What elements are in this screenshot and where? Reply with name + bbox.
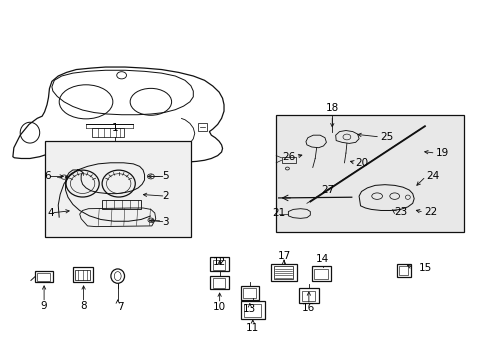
Text: 10: 10 <box>213 302 226 312</box>
Text: 15: 15 <box>418 263 431 273</box>
Circle shape <box>65 176 68 178</box>
Text: 2: 2 <box>162 191 168 201</box>
Bar <box>240 301 264 319</box>
Text: 8: 8 <box>80 301 87 311</box>
Text: 1: 1 <box>112 123 119 134</box>
Text: 17: 17 <box>277 251 290 261</box>
Text: 12: 12 <box>213 257 226 267</box>
Text: 21: 21 <box>271 208 285 218</box>
Text: 16: 16 <box>302 303 315 313</box>
Bar <box>73 267 93 282</box>
Bar <box>299 288 318 303</box>
Bar <box>198 123 206 131</box>
Text: 7: 7 <box>117 302 123 312</box>
Text: 13: 13 <box>243 304 256 314</box>
Text: 11: 11 <box>245 323 259 333</box>
Text: 6: 6 <box>44 171 51 181</box>
Bar <box>396 264 410 277</box>
Bar <box>281 157 296 163</box>
Bar <box>276 116 463 232</box>
Text: 27: 27 <box>320 185 333 195</box>
Bar <box>212 260 225 270</box>
Text: 23: 23 <box>394 207 407 217</box>
Text: 20: 20 <box>355 158 368 168</box>
Bar <box>212 278 225 288</box>
Bar <box>210 276 228 289</box>
Text: 22: 22 <box>423 207 436 217</box>
Bar <box>271 264 296 281</box>
Bar <box>92 128 124 137</box>
Bar <box>314 269 327 279</box>
Bar <box>398 266 407 275</box>
Text: 9: 9 <box>41 301 47 311</box>
Bar <box>37 273 50 281</box>
Bar <box>44 140 190 237</box>
Bar <box>210 257 228 271</box>
Text: 14: 14 <box>315 254 328 264</box>
Text: 18: 18 <box>325 103 338 113</box>
Bar <box>102 200 141 209</box>
Bar <box>274 266 292 279</box>
Text: 25: 25 <box>379 132 392 142</box>
Text: 3: 3 <box>162 217 168 227</box>
Text: 26: 26 <box>282 152 295 162</box>
Bar <box>301 291 315 301</box>
Bar <box>243 304 261 317</box>
Bar <box>243 288 255 298</box>
Text: 4: 4 <box>47 208 54 218</box>
Bar <box>311 266 330 281</box>
Bar <box>35 271 53 282</box>
Bar <box>240 286 259 300</box>
Text: 24: 24 <box>425 171 438 181</box>
Text: 19: 19 <box>435 148 448 158</box>
Bar <box>75 270 90 280</box>
Text: 5: 5 <box>162 171 168 181</box>
